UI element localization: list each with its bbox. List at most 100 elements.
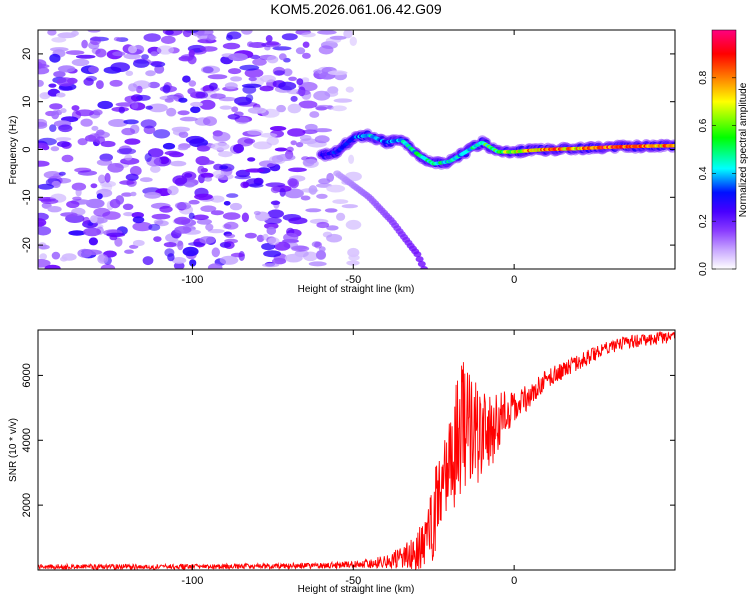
noise-blob bbox=[318, 45, 334, 55]
noise-blob bbox=[247, 157, 256, 162]
noise-blob bbox=[219, 241, 232, 248]
noise-blob bbox=[215, 173, 234, 181]
noise-blob bbox=[264, 222, 279, 230]
noise-blob bbox=[218, 151, 233, 158]
noise-blob bbox=[197, 145, 210, 152]
noise-blob bbox=[288, 217, 308, 225]
noise-blob bbox=[272, 66, 286, 76]
colorbar-gradient bbox=[711, 29, 737, 270]
noise-blob bbox=[230, 76, 243, 82]
noise-blob bbox=[269, 126, 287, 131]
noise-blob bbox=[301, 32, 316, 38]
noise-blob bbox=[222, 212, 241, 220]
noise-blob bbox=[38, 142, 48, 149]
noise-blob bbox=[274, 241, 291, 251]
noise-blob bbox=[203, 176, 213, 182]
noise-blob bbox=[279, 188, 286, 197]
streak-blob bbox=[415, 256, 424, 263]
noise-blob bbox=[231, 106, 239, 113]
noise-blob bbox=[268, 155, 286, 165]
noise-blob bbox=[57, 65, 76, 73]
noise-blob bbox=[148, 103, 168, 113]
heatmap-noise-blobs bbox=[38, 30, 362, 269]
noise-blob bbox=[121, 192, 133, 197]
heatmap-y-tick-label: 0 bbox=[21, 146, 33, 152]
noise-blob bbox=[118, 106, 126, 114]
noise-blob bbox=[203, 116, 217, 127]
noise-blob bbox=[49, 103, 63, 110]
noise-blob bbox=[153, 129, 171, 139]
noise-blob bbox=[253, 141, 272, 150]
noise-blob bbox=[124, 138, 141, 145]
noise-blob bbox=[168, 151, 184, 158]
noise-blob bbox=[336, 212, 346, 221]
noise-blob bbox=[349, 36, 357, 46]
noise-blob bbox=[145, 105, 153, 110]
noise-blob bbox=[150, 165, 161, 173]
noise-blob bbox=[253, 177, 264, 186]
noise-blob bbox=[290, 140, 297, 146]
noise-blob bbox=[104, 172, 111, 183]
noise-blob bbox=[332, 199, 349, 205]
noise-blob bbox=[77, 138, 88, 146]
noise-blob bbox=[40, 198, 59, 204]
noise-blob bbox=[123, 212, 134, 217]
streak-blob bbox=[420, 266, 429, 269]
noise-blob bbox=[91, 125, 99, 131]
noise-blob bbox=[114, 237, 123, 247]
noise-blob bbox=[194, 193, 213, 200]
noise-blob bbox=[124, 95, 139, 103]
noise-blob bbox=[70, 30, 79, 37]
noise-blob bbox=[58, 124, 73, 133]
noise-blob bbox=[112, 51, 126, 57]
noise-blob bbox=[92, 109, 103, 116]
noise-blob bbox=[125, 70, 134, 77]
noise-blob bbox=[48, 83, 57, 88]
colorbar-tick-label: 0.2 bbox=[698, 214, 709, 228]
noise-blob bbox=[116, 148, 137, 155]
noise-blob bbox=[212, 131, 231, 142]
noise-blob bbox=[184, 182, 196, 188]
noise-blob bbox=[346, 260, 360, 266]
noise-blob bbox=[241, 212, 249, 223]
noise-blob bbox=[188, 49, 195, 58]
noise-blob bbox=[326, 172, 335, 182]
noise-blob bbox=[39, 244, 50, 250]
heatmap-xlabel: Height of straight line (km) bbox=[298, 284, 415, 295]
noise-blob bbox=[169, 160, 187, 167]
noise-blob bbox=[241, 83, 262, 89]
noise-blob bbox=[184, 173, 193, 178]
noise-blob bbox=[260, 75, 276, 83]
noise-blob bbox=[315, 250, 327, 260]
noise-blob bbox=[75, 54, 96, 59]
noise-blob bbox=[205, 223, 214, 231]
snr-frame bbox=[37, 329, 676, 571]
noise-blob bbox=[49, 124, 57, 132]
noise-blob bbox=[129, 244, 139, 249]
noise-blob bbox=[222, 42, 241, 50]
noise-blob bbox=[256, 234, 265, 243]
noise-blob bbox=[278, 81, 297, 91]
noise-blob bbox=[182, 246, 199, 257]
noise-blob bbox=[190, 106, 201, 114]
noise-blob bbox=[167, 185, 179, 196]
noise-blob bbox=[47, 30, 57, 36]
noise-blob bbox=[219, 105, 233, 110]
snr-panel: -100 -50 0 2000 4000 6000 Height of straight … bbox=[8, 329, 676, 595]
noise-blob bbox=[276, 104, 286, 113]
noise-blob bbox=[314, 104, 333, 110]
noise-blob bbox=[295, 142, 304, 148]
noise-blob bbox=[39, 253, 47, 260]
noise-blob bbox=[200, 205, 217, 212]
noise-blob bbox=[247, 41, 254, 48]
noise-blob bbox=[239, 64, 260, 71]
noise-blob bbox=[345, 86, 354, 93]
heatmap-x-tick-label: -50 bbox=[345, 274, 361, 286]
noise-blob bbox=[304, 123, 318, 131]
noise-blob bbox=[159, 95, 179, 101]
noise-blob bbox=[60, 212, 78, 218]
noise-blob bbox=[233, 143, 244, 154]
noise-blob bbox=[261, 108, 280, 118]
noise-blob bbox=[88, 133, 101, 143]
